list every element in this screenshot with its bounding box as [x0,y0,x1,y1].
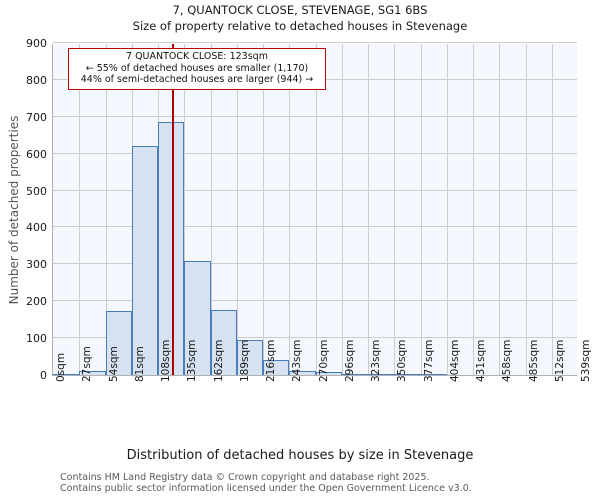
gridline-vertical [184,44,186,375]
x-axis-tick-label: 216sqm [265,339,277,382]
chart-titles: 7, QUANTOCK CLOSE, STEVENAGE, SG1 6BS Si… [0,2,600,34]
footer-line-1: Contains HM Land Registry data © Crown c… [60,472,430,483]
x-axis-tick-label: 539sqm [580,339,592,382]
gridline-vertical [289,44,291,375]
gridline-horizontal [53,226,577,228]
x-axis-tick-label: 189sqm [238,339,251,382]
gridline-vertical [368,44,369,375]
gridline-vertical [341,44,343,375]
y-axis-label: Number of detached properties [7,115,21,305]
gridline-vertical [551,44,553,375]
y-axis-tick-label: 200 [26,295,47,309]
gridline-horizontal [53,42,577,43]
gridline-vertical [420,44,422,375]
y-axis-tick-label: 400 [26,221,47,235]
histogram-bar [263,360,290,375]
x-axis-tick-label: 512sqm [553,339,566,382]
gridline-horizontal [53,189,577,191]
histogram-bar [236,339,263,375]
x-axis-tick-label: 270sqm [317,339,330,382]
x-axis-tick-label: 296sqm [343,339,356,382]
gridline-vertical [473,44,474,375]
x-axis-tick-label: 323sqm [370,339,382,382]
annotation-box: 7 QUANTOCK CLOSE: 123sqm ← 55% of detach… [68,48,326,90]
y-axis-tick-label: 300 [26,258,47,272]
y-axis-tick-label: 800 [26,73,47,87]
x-axis-tick-label: 135sqm [186,339,199,382]
annotation-line-3: 44% of semi-detached houses are larger (… [80,74,314,85]
gridline-vertical [236,44,238,375]
histogram-bar [210,310,237,375]
y-axis-tick-label: 100 [26,332,47,346]
histogram-bar [394,373,421,375]
x-axis-tick-label: 27sqm [81,346,94,382]
y-axis-tick-label: 900 [26,37,47,50]
gridline-horizontal [53,337,577,339]
x-axis-tick-label: 243sqm [291,339,304,382]
histogram-bar [368,373,395,375]
x-axis-tick-label: 485sqm [527,339,540,382]
y-axis-tick-label: 500 [26,184,47,198]
x-axis-tick-label: 404sqm [448,339,461,382]
gridline-vertical [394,44,396,375]
gridline-vertical [263,44,264,375]
x-axis-tick-label: 162sqm [212,339,225,382]
gridline-horizontal [53,263,577,265]
x-axis-tick-label: 81sqm [133,346,146,382]
histogram-bar [289,371,316,375]
y-axis-tick-label: 0 [40,369,47,382]
x-axis-tick-label: 0sqm [55,352,67,382]
histogram-bar [341,373,368,375]
gridline-horizontal [53,115,577,117]
annotation-line-2: ← 55% of detached houses are smaller (1,… [85,62,309,74]
footer-line-2: Contains public sector information licen… [60,483,472,494]
gridline-vertical [499,44,501,375]
annotation-line-1: 7 QUANTOCK CLOSE: 123sqm [126,51,268,62]
property-marker-line [171,44,174,375]
histogram-bar [315,372,342,375]
y-axis-tick-label: 700 [26,110,47,124]
gridline-vertical [525,44,527,375]
x-axis-tick-label: 108sqm [160,339,172,382]
attribution-footer: Contains HM Land Registry data © Crown c… [60,472,472,494]
y-axis-tick-label: 600 [26,147,47,161]
gridline-vertical [315,44,317,375]
gridline-horizontal [53,152,577,154]
plot-area [52,42,577,376]
x-axis-tick-label: 458sqm [501,339,514,382]
gridline-vertical [210,44,212,375]
histogram-bars [53,44,577,375]
gridline-vertical [79,44,81,375]
page-title: 7, QUANTOCK CLOSE, STEVENAGE, SG1 6BS [172,3,428,17]
histogram-bar [131,146,158,375]
x-axis-tick-label: 431sqm [475,339,487,382]
histogram-bar [420,373,447,375]
gridline-vertical [105,44,107,375]
chart-subtitle: Size of property relative to detached ho… [132,19,468,33]
histogram-bar [158,122,185,375]
gridline-vertical [446,44,448,375]
x-axis-tick-label: 54sqm [107,346,120,382]
x-axis-tick-label: 350sqm [396,339,409,382]
histogram-bar [184,261,211,375]
gridline-horizontal [53,300,577,302]
histogram-bar [79,371,106,375]
histogram-bar [53,373,80,375]
histogram-bar [105,310,132,375]
x-axis-label: Distribution of detached houses by size … [126,448,474,463]
x-axis-tick-label: 377sqm [422,339,435,382]
